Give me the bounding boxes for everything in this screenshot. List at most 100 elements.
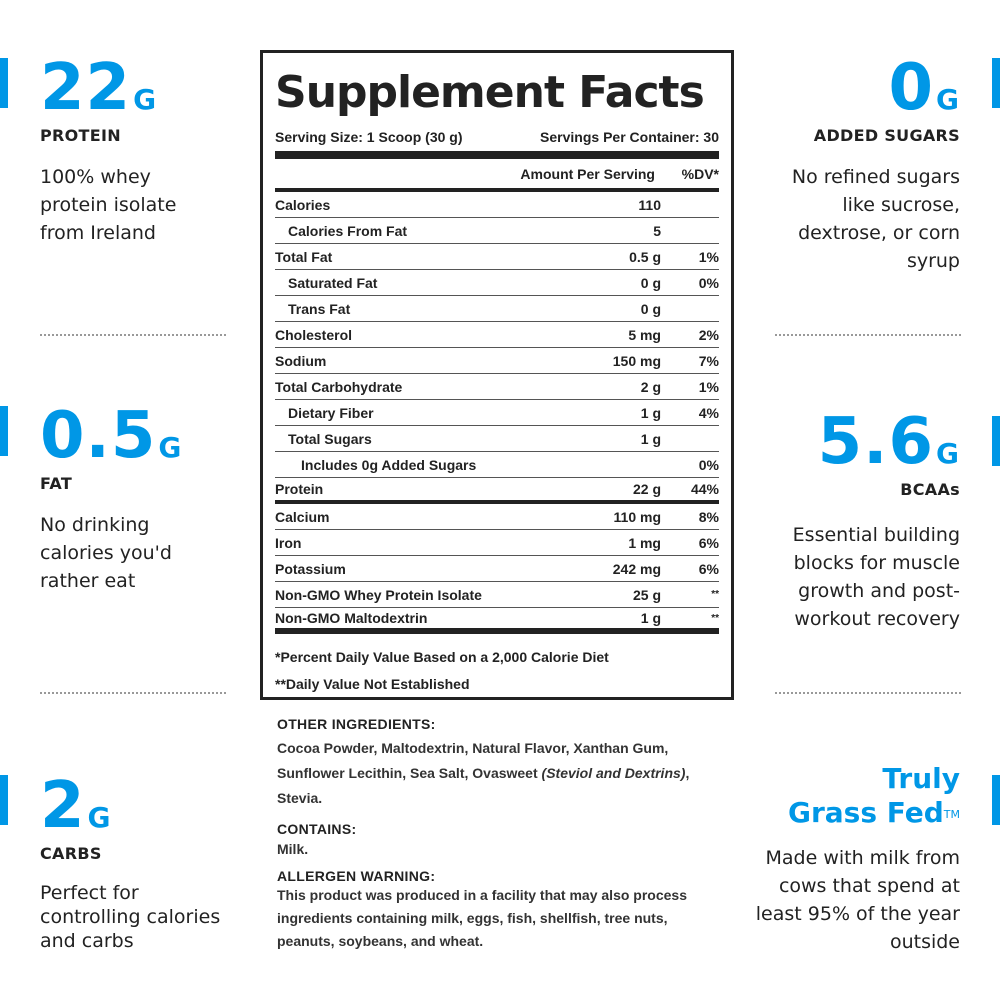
nutrient-row: Calories 110 [275, 192, 719, 218]
other-ingredients-text: Cocoa Powder, Maltodextrin, Natural Flav… [277, 740, 690, 806]
nutrient-name: Includes 0g Added Sugars [301, 456, 477, 473]
divider [40, 692, 226, 694]
nutrient-amount: 5 [653, 222, 661, 239]
stat-carbs: 2G CARBS Perfect for controlling calorie… [40, 774, 240, 953]
nutrient-daily-value: 2% [698, 326, 719, 343]
nutrient-amount: 1 g [640, 610, 661, 626]
nutrient-name: Calories [275, 196, 331, 213]
nutrient-row: Iron 1 mg 6% [275, 530, 719, 556]
stat-description: 100% whey protein isolate from Ireland [40, 166, 177, 244]
nutrient-row: Calcium 110 mg 8% [275, 504, 719, 530]
nutrient-name: Protein [275, 481, 324, 497]
nutrient-daily-value: 0% [698, 456, 719, 473]
stat-label: BCAAs [900, 480, 960, 499]
trademark-mark: TM [943, 808, 960, 821]
serving-size: Serving Size: 1 Scoop (30 g) [275, 129, 463, 145]
nutrient-daily-value: ** [711, 589, 719, 600]
nutrient-amount: 242 mg [612, 560, 661, 577]
accent-bar-carbs [0, 775, 8, 825]
serving-info: Serving Size: 1 Scoop (30 g) Servings Pe… [275, 129, 719, 159]
stat-description: No refined sugars like sucrose, dextrose… [791, 166, 960, 272]
stat-bcaas: 5.6G BCAAs Essential building blocks for… [750, 410, 960, 633]
nutrient-amount: 0 g [640, 300, 661, 317]
dv-header: %DV* [681, 166, 719, 182]
nutrient-amount: 5 mg [628, 326, 661, 343]
nutrient-amount: 22 g [632, 481, 661, 497]
accent-bar-protein [0, 58, 8, 108]
nutrient-daily-value: 0% [698, 274, 719, 291]
stat-value: 2G [40, 769, 112, 843]
nutrient-name: Iron [275, 534, 302, 551]
stat-added-sugars: 0G ADDED SUGARS No refined sugars like s… [750, 56, 960, 275]
other-ingredients-heading: OTHER INGREDIENTS: [277, 716, 436, 732]
nutrient-daily-value: 7% [698, 352, 719, 369]
nutrient-amount: 0.5 g [629, 248, 661, 265]
nutrient-row: Calories From Fat 5 [275, 218, 719, 244]
nutrient-row: Total Fat 0.5 g 1% [275, 244, 719, 270]
stat-description: Perfect for controlling calories and car… [40, 882, 221, 952]
stat-value: 0.5G [40, 399, 183, 473]
nutrient-amount: 110 mg [613, 508, 661, 525]
accent-bar-bcaas [992, 416, 1000, 466]
nutrient-row: Trans Fat 0 g [275, 296, 719, 322]
nutrient-row: Total Carbohydrate 2 g 1% [275, 374, 719, 400]
divider [775, 692, 961, 694]
nutrient-name: Saturated Fat [288, 274, 378, 291]
nutrient-name: Calcium [275, 508, 330, 525]
stat-value: 22G [40, 51, 158, 125]
nutrient-row: Total Sugars 1 g [275, 426, 719, 452]
nutrient-amount: 2 g [640, 378, 661, 395]
divider [40, 334, 226, 336]
nutrient-daily-value: 44% [690, 481, 719, 497]
nutrient-row: Includes 0g Added Sugars 0% [275, 452, 719, 478]
stat-fat: 0.5G FAT No drinking calories you'd rath… [40, 404, 240, 595]
accent-bar-grass-fed [992, 775, 1000, 825]
accent-bar-added-sugars [992, 58, 1000, 108]
grass-fed-title: Truly Grass FedTM [787, 762, 960, 829]
servings-per-container: Servings Per Container: 30 [540, 129, 719, 145]
nutrient-row: Sodium 150 mg 7% [275, 348, 719, 374]
nutrient-daily-value: 1% [698, 248, 719, 265]
nutrient-name: Dietary Fiber [288, 404, 374, 421]
nutrient-name: Non-GMO Whey Protein Isolate [275, 586, 482, 603]
nutrient-daily-value: 8% [698, 508, 719, 525]
footnotes: *Percent Daily Value Based on a 2,000 Ca… [275, 644, 719, 698]
nutrient-name: Trans Fat [288, 300, 351, 317]
nutrient-name: Potassium [275, 560, 346, 577]
nutrient-name: Calories From Fat [288, 222, 408, 239]
nutrient-amount: 0 g [640, 274, 661, 291]
nutrient-name: Non-GMO Maltodextrin [275, 610, 428, 626]
nutrient-daily-value: ** [711, 612, 719, 624]
stat-description: Made with milk from cows that spend at l… [755, 847, 960, 953]
nutrient-name: Total Carbohydrate [275, 378, 403, 395]
facts-header-row: Amount Per Serving %DV* [275, 159, 719, 192]
nutrient-amount: 25 g [632, 586, 661, 603]
nutrient-daily-value: 6% [698, 560, 719, 577]
nutrient-name: Total Sugars [288, 430, 372, 447]
nutrient-amount: 1 g [640, 404, 661, 421]
nutrient-row: Non-GMO Maltodextrin 1 g ** [275, 608, 719, 634]
divider [775, 334, 961, 336]
allergen-warning-heading: ALLERGEN WARNING: [277, 868, 436, 884]
footnote-dv: *Percent Daily Value Based on a 2,000 Ca… [275, 649, 609, 665]
stat-label: PROTEIN [40, 126, 121, 145]
nutrient-name: Cholesterol [275, 326, 353, 343]
contains-text: Milk. [277, 841, 309, 857]
nutrient-amount: 1 mg [628, 534, 661, 551]
supplement-facts-panel: Supplement Facts Serving Size: 1 Scoop (… [260, 50, 734, 700]
nutrient-name: Sodium [275, 352, 327, 369]
stat-protein: 22G PROTEIN 100% whey protein isolate fr… [40, 56, 240, 247]
nutrient-amount: 1 g [640, 430, 661, 447]
nutrient-row: Dietary Fiber 1 g 4% [275, 400, 719, 426]
amount-header: Amount Per Serving [520, 166, 655, 182]
stat-label: ADDED SUGARS [813, 126, 960, 145]
nutrient-row: Protein 22 g 44% [275, 478, 719, 504]
stat-grass-fed: Truly Grass FedTM Made with milk from co… [750, 762, 960, 956]
nutrient-amount: 110 [638, 196, 661, 213]
stat-value: 0G [888, 51, 960, 125]
nutrient-name: Total Fat [275, 248, 333, 265]
stat-description: Essential building blocks for muscle gro… [792, 524, 960, 630]
accent-bar-fat [0, 406, 8, 456]
nutrient-daily-value: 6% [698, 534, 719, 551]
stat-label: CARBS [40, 844, 102, 863]
